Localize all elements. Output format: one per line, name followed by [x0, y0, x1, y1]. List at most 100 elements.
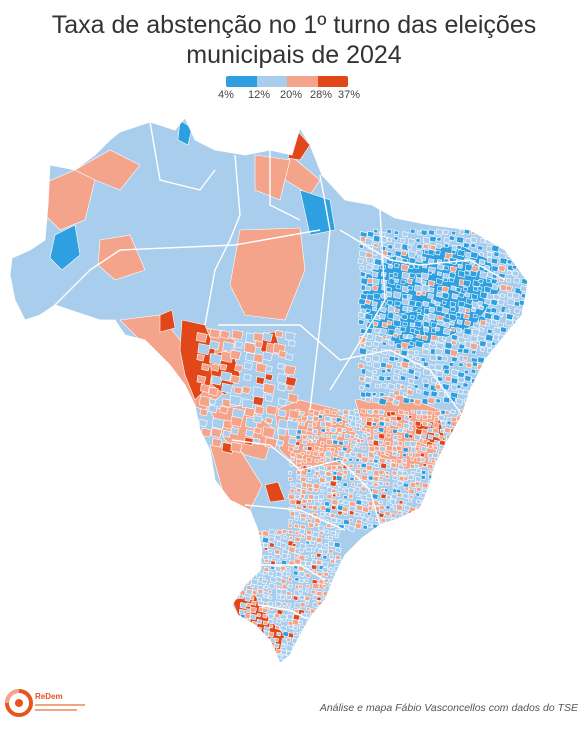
- south-muni-397: [276, 668, 283, 670]
- se-muni-242: [348, 457, 353, 462]
- se-muni-92: [320, 427, 327, 433]
- ne-muni-436: [388, 355, 396, 362]
- south-muni-303: [323, 630, 329, 635]
- ne-muni-63: [463, 242, 471, 249]
- ne-muni-117: [506, 259, 513, 265]
- ne-muni-406: [512, 342, 522, 350]
- ne-muni-259: [490, 298, 499, 307]
- south-muni-399: [287, 668, 292, 670]
- ne-muni-217: [366, 293, 375, 302]
- ne-muni-266: [372, 306, 378, 312]
- south-muni-180: [298, 589, 304, 594]
- south-muni-191: [263, 594, 269, 599]
- cw-muni-30: [234, 364, 244, 373]
- south-muni-63: [310, 547, 316, 552]
- ne-muni-151: [409, 272, 416, 279]
- region-amazonas-north-high: [74, 149, 141, 191]
- cw-muni-56: [221, 398, 232, 408]
- ne-muni-537: [423, 382, 430, 389]
- ne-muni-97: [366, 256, 375, 265]
- ne-muni-582: [402, 396, 411, 405]
- cw-muni-64: [208, 404, 218, 414]
- se-muni-549: [451, 516, 458, 522]
- se-muni-361: [367, 480, 374, 487]
- ne-muni-390: [400, 341, 409, 349]
- south-muni-127: [285, 571, 291, 577]
- ne-muni-294: [401, 313, 409, 321]
- ne-muni-355: [493, 326, 502, 335]
- se-muni-411: [318, 493, 325, 500]
- cw-muni-89: [287, 428, 298, 438]
- south-muni-337: [323, 642, 331, 650]
- ne-muni-527: [519, 376, 527, 383]
- redem-logo: ReDem: [4, 688, 94, 724]
- se-muni-552: [293, 523, 300, 529]
- ne-muni-428: [500, 348, 507, 355]
- ne-muni-276: [441, 307, 450, 315]
- ne-muni-95: [520, 251, 527, 258]
- ne-muni-372: [441, 336, 447, 341]
- se-muni-154: [342, 439, 350, 446]
- se-muni-282: [413, 463, 420, 469]
- se-muni-568: [392, 524, 398, 530]
- se-muni-258: [443, 456, 450, 462]
- se-muni-250: [396, 458, 403, 465]
- south-muni-48: [324, 542, 330, 548]
- se-muni-91: [312, 428, 319, 435]
- ne-muni-261: [506, 298, 516, 306]
- south-muni-390: [335, 661, 342, 663]
- ne-muni-324: [443, 321, 451, 329]
- south-muni-141: [269, 576, 278, 583]
- south-muni-66: [327, 548, 334, 554]
- ne-muni-348: [443, 327, 452, 336]
- south-muni-43: [292, 542, 297, 548]
- ne-muni-311: [521, 314, 528, 323]
- south-muni-213: [294, 602, 302, 609]
- ne-muni-407: [520, 341, 526, 347]
- south-muni-234: [317, 608, 323, 614]
- ne-muni-175: [406, 278, 413, 285]
- se-muni-520: [452, 510, 461, 518]
- ne-muni-278: [458, 306, 467, 314]
- se-muni-176: [302, 445, 309, 452]
- se-muni-52: [426, 414, 433, 420]
- south-muni-35: [244, 542, 251, 549]
- ne-muni-391: [409, 341, 415, 347]
- cw-muni-29: [219, 363, 228, 371]
- south-muni-260: [267, 618, 274, 625]
- se-muni-508: [378, 512, 385, 519]
- south-muni-339: [333, 642, 339, 647]
- south-muni-371: [324, 654, 331, 660]
- ne-muni-549: [507, 384, 516, 392]
- ne-muni-228: [441, 291, 450, 300]
- ne-muni-281: [478, 305, 485, 311]
- south-muni-255: [238, 619, 244, 625]
- south-muni-5: [268, 528, 276, 536]
- se-muni-104: [392, 428, 399, 435]
- south-muni-36: [250, 540, 256, 545]
- south-muni-272: [239, 624, 246, 630]
- se-muni-137: [413, 434, 422, 441]
- se-muni-32: [307, 415, 314, 422]
- south-muni-403: [311, 668, 316, 670]
- south-muni-384: [299, 662, 305, 663]
- se-muni-489: [437, 505, 446, 513]
- se-muni-50: [415, 415, 421, 420]
- ne-muni-149: [393, 272, 399, 277]
- se-muni-275: [373, 462, 380, 469]
- se-muni-271: [348, 463, 355, 469]
- south-muni-104: [250, 566, 258, 573]
- ne-muni-454: [512, 354, 519, 360]
- se-muni-95: [336, 426, 343, 434]
- se-muni-427: [415, 492, 421, 497]
- cw-muni-1: [209, 328, 221, 339]
- se-muni-310: [410, 470, 416, 476]
- south-muni-240: [249, 613, 257, 621]
- se-muni-405: [457, 486, 463, 492]
- ne-muni-5: [393, 230, 400, 236]
- ne-muni-385: [365, 340, 373, 348]
- south-muni-102: [238, 567, 246, 573]
- south-muni-370: [318, 655, 326, 663]
- se-muni-413: [332, 493, 337, 498]
- se-muni-322: [307, 476, 313, 482]
